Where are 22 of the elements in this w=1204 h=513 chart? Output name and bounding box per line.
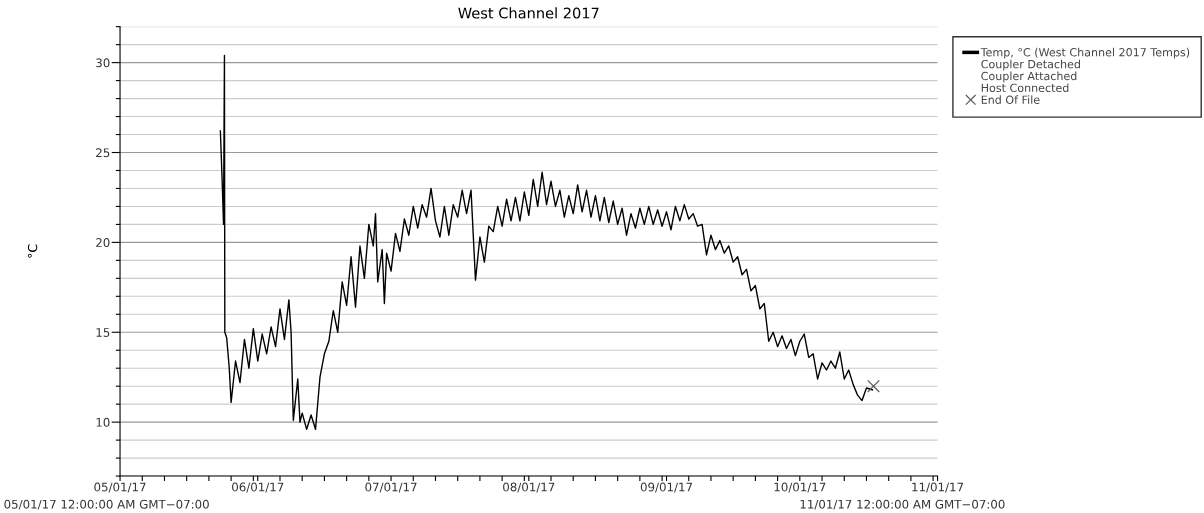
x-tick-label: 06/01/17 <box>232 482 284 493</box>
line-series <box>219 54 874 431</box>
y-tick-label: 25 <box>96 148 110 158</box>
y-tick-label: 30 <box>96 58 110 68</box>
x-tick-label: 10/01/17 <box>774 482 826 493</box>
legend-label: Temp, °C (West Channel 2017 Temps) <box>980 47 1190 59</box>
y-axis-title: °C <box>27 244 38 258</box>
text: 05/01/17 12:00:00 AM GMT−07:00 <box>4 499 209 510</box>
x-tick-label: 07/01/17 <box>365 482 417 493</box>
x-tick-label: 09/01/17 <box>640 482 693 493</box>
y-tick-label: 15 <box>96 328 110 337</box>
legend-label: End Of File <box>981 95 1040 104</box>
text: Coupler Attached <box>981 71 1077 83</box>
text: Host Connected <box>981 83 1069 93</box>
y-tick-label: 10 <box>96 417 110 427</box>
text: 11/01/17 12:00:00 AM GMT−07:00 <box>800 499 1005 510</box>
text: Coupler Detached <box>981 59 1080 71</box>
chart-title: West Channel 2017 <box>458 7 599 19</box>
x-tick-label: 05/01/17 <box>94 482 146 493</box>
x-tick-label: 08/01/17 <box>503 482 555 493</box>
x-tick-label: 11/01/17 <box>912 482 964 493</box>
y-tick-label: 20 <box>96 238 110 248</box>
